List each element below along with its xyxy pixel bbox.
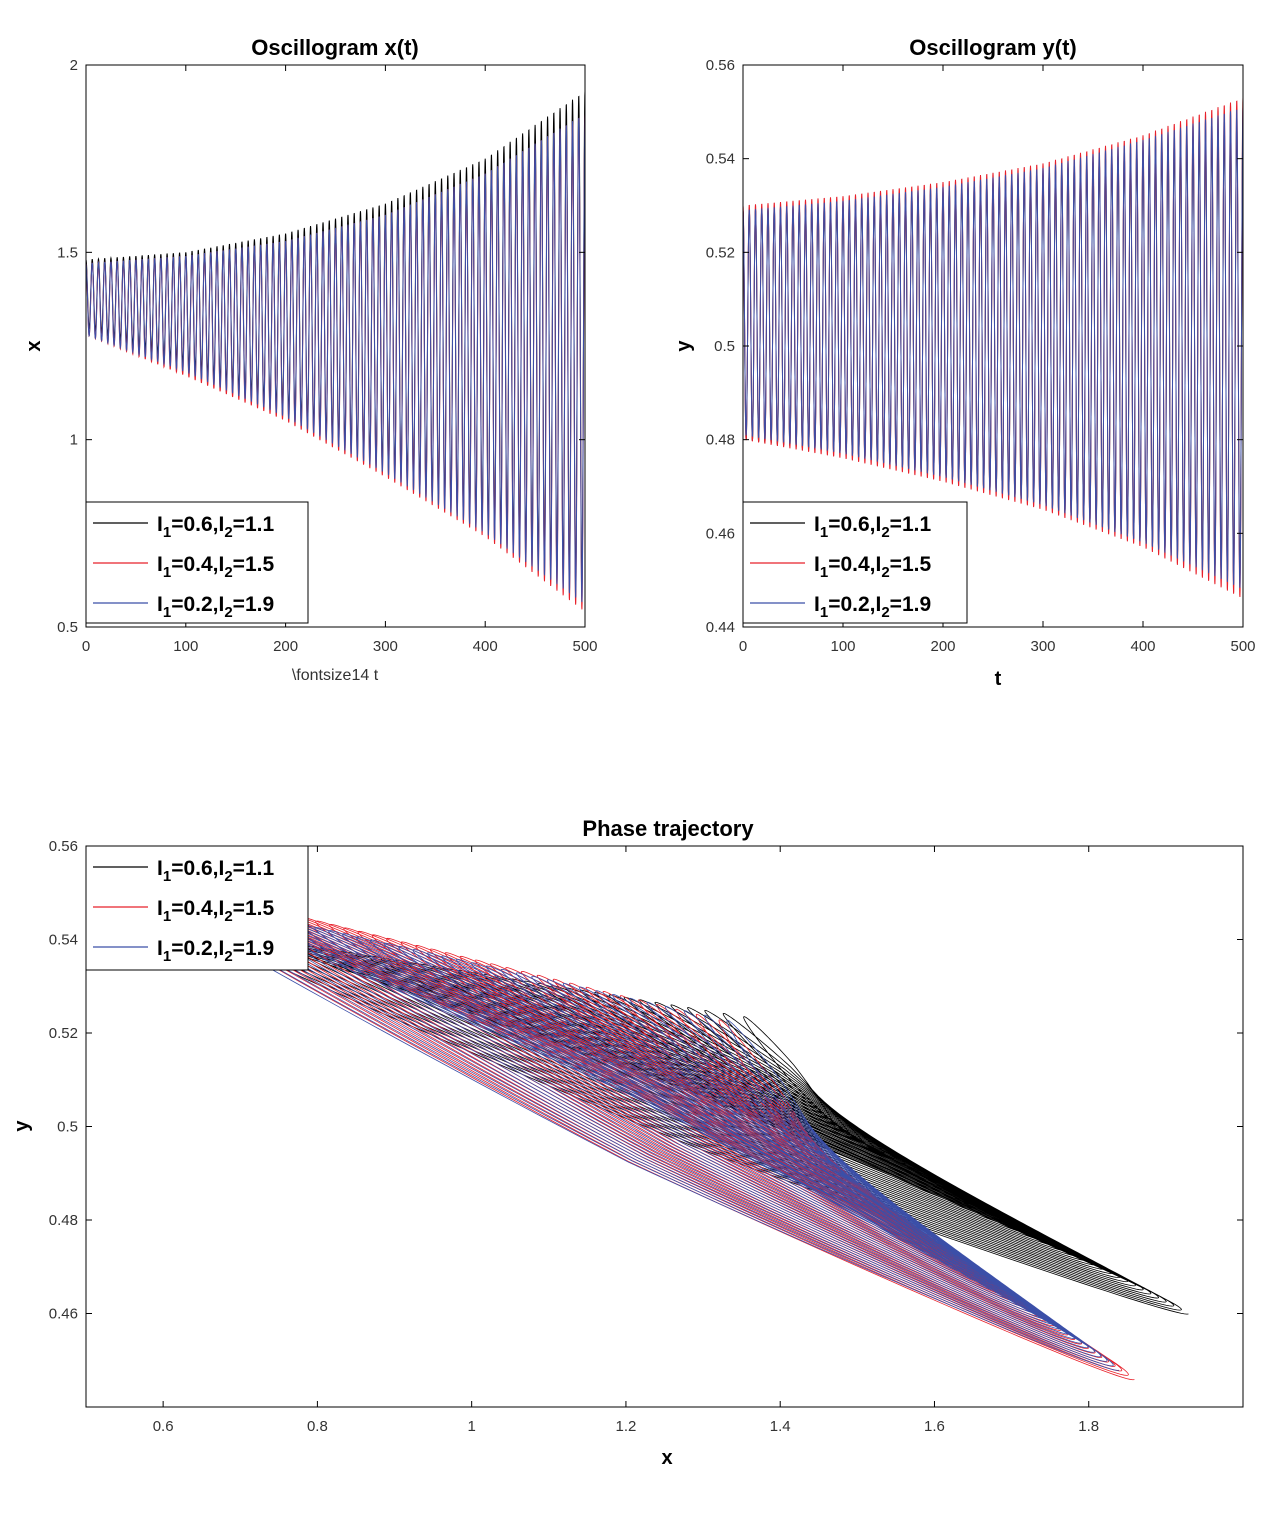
y-axis-label: y — [11, 1120, 33, 1132]
y-tick-label: 0.48 — [706, 432, 735, 449]
x-tick-label: 0.8 — [307, 1418, 328, 1435]
x-tick-label: 500 — [572, 638, 597, 655]
x-tick-label: 1.8 — [1078, 1418, 1099, 1435]
axis-ticks: 0 100 200 300 400 500 0.5 1 1.5 2 — [57, 57, 597, 655]
y-tick-label: 0.5 — [57, 1119, 78, 1136]
x-axis-label: x — [661, 1447, 672, 1469]
trajectory-line — [142, 888, 1120, 1371]
y-axis-label: y — [673, 340, 695, 352]
x-tick-label: 0.6 — [153, 1418, 174, 1435]
y-tick-label: 1.5 — [57, 244, 78, 261]
x-tick-label: 1 — [467, 1418, 475, 1435]
axis-ticks: 0 100 200 300 400 500 0.44 0.46 0.48 0.5 0.52 0.54 0… — [706, 57, 1256, 655]
x-tick-label: 300 — [373, 638, 398, 655]
x-tick-label: 400 — [473, 638, 498, 655]
x-tick-label: 1.2 — [616, 1418, 637, 1435]
x-tick-label: 500 — [1230, 638, 1255, 655]
x-tick-label: 300 — [1030, 638, 1055, 655]
plot-area — [85, 91, 586, 610]
y-tick-label: 1 — [70, 432, 78, 449]
x-tick-label: 100 — [830, 638, 855, 655]
y-tick-label: 0.52 — [706, 244, 735, 261]
legend: I1=0.6,I2=1.1 I1=0.4,I2=1.5 I1=0.2,I2=1.… — [742, 501, 968, 624]
x-tick-label: 1.6 — [924, 1418, 945, 1435]
chart-title: Oscillogram y(t) — [909, 35, 1076, 60]
series-line — [742, 107, 1244, 588]
x-tick-label: 200 — [273, 638, 298, 655]
legend: I1=0.6,I2=1.1 I1=0.4,I2=1.5 I1=0.2,I2=1.… — [85, 845, 309, 971]
y-tick-label: 0.5 — [714, 338, 735, 355]
x-tick-label: 200 — [930, 638, 955, 655]
chart-oscillogram-y: Oscillogram y(t) 0 100 200 300 400 500 0.44 0.4… — [673, 35, 1256, 690]
y-tick-label: 0.56 — [706, 57, 735, 74]
y-axis-label: x — [23, 340, 45, 351]
x-tick-label: 1.4 — [770, 1418, 791, 1435]
chart-phase-trajectory: Phase trajectory 0.6 0.8 1 1.2 1.4 1.6 1.8 0.46… — [11, 816, 1244, 1469]
x-axis-label: \fontsize14 t — [292, 667, 379, 684]
y-tick-label: 0.56 — [49, 838, 78, 855]
x-tick-label: 400 — [1130, 638, 1155, 655]
x-tick-label: 0 — [739, 638, 747, 655]
x-axis-label: t — [995, 668, 1002, 690]
y-tick-label: 0.46 — [49, 1306, 78, 1323]
chart-title: Phase trajectory — [582, 816, 754, 841]
y-tick-label: 0.46 — [706, 525, 735, 542]
x-tick-label: 100 — [173, 638, 198, 655]
chart-oscillogram-x: Oscillogram x(t) 0 100 200 300 400 500 0.5 1 1.5… — [23, 35, 598, 684]
y-tick-label: 0.48 — [49, 1212, 78, 1229]
y-tick-label: 0.5 — [57, 619, 78, 636]
legend: I1=0.6,I2=1.1 I1=0.4,I2=1.5 I1=0.2,I2=1.… — [85, 501, 309, 624]
plot-area — [126, 874, 1189, 1381]
y-tick-label: 2 — [70, 57, 78, 74]
series-line — [85, 113, 586, 603]
axes-box — [85, 64, 586, 628]
y-tick-label: 0.54 — [49, 932, 78, 949]
y-tick-label: 0.44 — [706, 619, 735, 636]
plot-area — [742, 97, 1244, 598]
axis-ticks: 0.6 0.8 1 1.2 1.4 1.6 1.8 0.46 0.48 0.5 0.52 0.54 0.… — [49, 838, 1243, 1435]
y-tick-label: 0.52 — [49, 1025, 78, 1042]
x-tick-label: 0 — [82, 638, 90, 655]
y-tick-label: 0.54 — [706, 151, 735, 168]
chart-title: Oscillogram x(t) — [251, 35, 418, 60]
